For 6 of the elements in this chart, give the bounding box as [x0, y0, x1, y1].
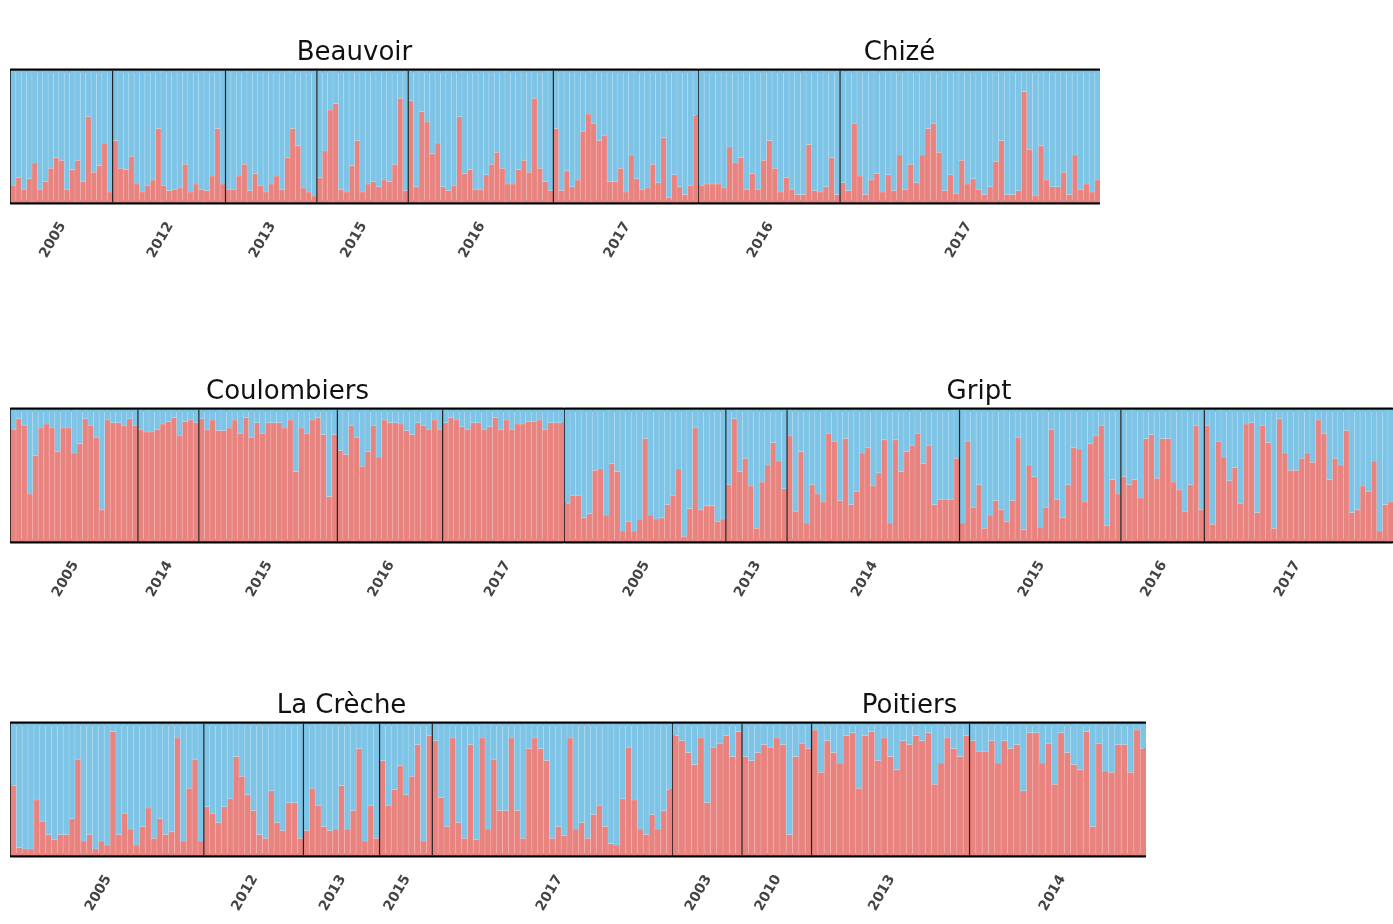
- chart-title: Beauvoir: [296, 35, 413, 66]
- chart-title: Gript: [946, 374, 1012, 405]
- chart-title: Chizé: [863, 35, 936, 66]
- chart-title: Coulombiers: [206, 374, 369, 405]
- chart-title: La Crèche: [276, 688, 407, 719]
- chart-title: Poitiers: [861, 688, 958, 719]
